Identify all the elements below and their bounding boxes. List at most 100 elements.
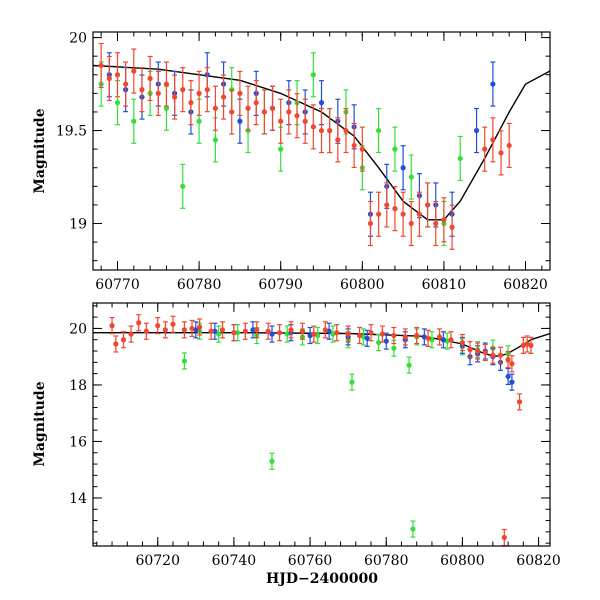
- data-point: [400, 211, 406, 217]
- model-curve: [93, 332, 550, 357]
- data-point: [208, 328, 214, 334]
- data-point: [448, 337, 454, 343]
- data-point: [98, 62, 104, 69]
- data-point: [334, 330, 340, 336]
- data-point: [131, 68, 137, 74]
- data-point: [310, 72, 316, 78]
- data-point: [506, 142, 512, 149]
- data-point: [196, 90, 202, 96]
- data-point: [318, 100, 325, 106]
- data-point: [459, 339, 466, 346]
- data-point: [379, 331, 386, 337]
- y-tick-label: 16: [69, 434, 87, 450]
- y-tick-label: 20: [69, 321, 87, 337]
- data-point: [181, 358, 187, 364]
- x-tick-label: 60770: [95, 277, 140, 293]
- data-point: [327, 127, 333, 134]
- data-point: [180, 183, 186, 189]
- data-point: [180, 87, 186, 93]
- bottom-plot-frame: [92, 302, 551, 547]
- data-point: [170, 321, 176, 327]
- data-point: [242, 328, 248, 334]
- data-point: [509, 379, 515, 385]
- data-point: [433, 220, 439, 227]
- data-point: [440, 337, 446, 343]
- data-point: [490, 352, 496, 358]
- data-point: [265, 328, 271, 334]
- data-point: [376, 339, 382, 346]
- data-point: [188, 100, 194, 106]
- data-point: [196, 118, 202, 124]
- data-point: [367, 220, 374, 227]
- data-point: [498, 150, 504, 156]
- data-point: [322, 327, 328, 333]
- data-point: [114, 72, 121, 78]
- data-point: [231, 330, 237, 336]
- data-point: [376, 127, 382, 134]
- x-tick-label: 60810: [422, 277, 467, 293]
- data-point: [181, 327, 187, 333]
- data-point: [128, 331, 134, 337]
- bottom-y-axis-label: Magnitude: [32, 381, 48, 466]
- x-tick-label: 60790: [258, 277, 303, 293]
- data-point: [505, 373, 511, 380]
- data-point: [364, 335, 370, 341]
- data-point: [457, 155, 463, 162]
- data-point: [212, 328, 218, 334]
- data-point: [392, 146, 398, 152]
- data-point: [269, 458, 275, 464]
- data-point: [237, 90, 243, 96]
- data-point: [250, 327, 256, 333]
- data-point: [189, 325, 195, 332]
- data-point: [416, 211, 423, 217]
- data-point: [410, 526, 416, 532]
- data-point: [376, 211, 382, 217]
- top-plot-frame: [92, 31, 551, 271]
- x-tick-label: 60800: [440, 553, 485, 569]
- y-tick-label: 20: [69, 31, 87, 47]
- data-point: [253, 100, 259, 106]
- x-tick-label: 60820: [503, 277, 548, 293]
- data-point: [368, 330, 374, 336]
- data-point: [497, 352, 504, 358]
- data-point: [400, 165, 406, 171]
- data-point: [212, 137, 219, 143]
- data-point: [473, 127, 480, 134]
- data-point: [449, 224, 455, 230]
- data-point: [219, 327, 226, 333]
- data-point: [254, 327, 260, 333]
- data-point: [106, 75, 112, 82]
- data-point: [220, 94, 227, 100]
- data-point: [436, 334, 443, 340]
- data-point: [349, 379, 355, 385]
- data-point: [408, 220, 414, 227]
- data-point: [278, 146, 284, 152]
- data-point: [490, 81, 496, 87]
- data-point: [475, 348, 481, 354]
- top-panel: 60770 60780 60790 60800 60810 60820 19 19.5 20 M…: [32, 31, 551, 293]
- data-point: [212, 105, 219, 111]
- x-tick-label: 60740: [212, 553, 257, 569]
- data-point: [278, 118, 284, 124]
- data-point: [216, 331, 222, 337]
- top-y-axis-label: Magnitude: [32, 108, 48, 193]
- data-point: [261, 109, 267, 115]
- data-point: [155, 323, 161, 329]
- data-point: [501, 534, 507, 541]
- data-point: [147, 75, 153, 82]
- data-point: [143, 328, 149, 334]
- data-point: [406, 362, 412, 368]
- data-point: [318, 127, 325, 134]
- data-point: [311, 331, 317, 337]
- x-tick-label: 60720: [135, 553, 180, 569]
- data-point: [113, 341, 119, 347]
- data-point: [392, 206, 398, 212]
- data-point: [131, 118, 137, 124]
- data-point: [509, 361, 515, 367]
- data-point: [109, 323, 115, 329]
- data-point: [383, 338, 389, 344]
- data-point: [516, 399, 523, 405]
- data-point: [288, 327, 294, 333]
- x-tick-label: 60800: [340, 277, 385, 293]
